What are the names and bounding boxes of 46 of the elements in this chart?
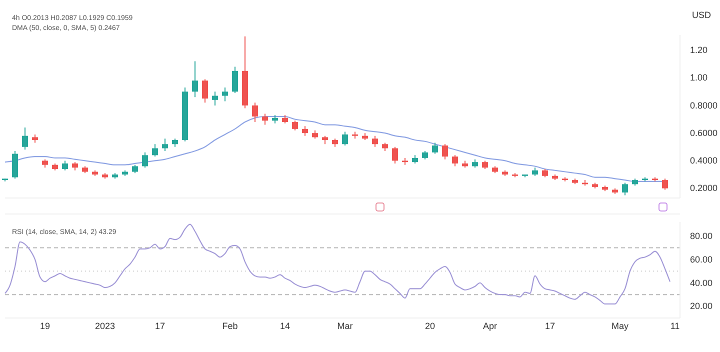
y-tick-label: 1.00 xyxy=(690,72,708,83)
candlestick xyxy=(232,66,238,94)
y-tick-label: 1.20 xyxy=(690,45,708,56)
y-tick-label: 60.00 xyxy=(690,254,713,264)
x-tick-label: 2023 xyxy=(94,321,116,331)
x-tick-label: Mar xyxy=(337,321,353,331)
candlestick xyxy=(432,142,438,154)
y-tick-label: 0.8000 xyxy=(690,100,718,110)
candlestick xyxy=(452,154,458,167)
candlestick xyxy=(162,138,168,152)
candlestick xyxy=(442,144,448,160)
x-tick-label: 17 xyxy=(544,321,556,331)
candlestick xyxy=(392,146,398,164)
candlestick xyxy=(262,113,268,126)
candlestick xyxy=(12,150,18,180)
candlestick xyxy=(222,86,228,102)
y-tick-label: 0.2000 xyxy=(690,183,718,194)
line-series xyxy=(4,224,671,304)
x-tick-label: 20 xyxy=(424,321,436,331)
x-tick-label: 14 xyxy=(280,321,290,331)
y-tick-label: 20.00 xyxy=(690,301,713,312)
candlestick xyxy=(252,102,258,123)
candlestick xyxy=(292,120,298,131)
candlestick xyxy=(22,127,28,150)
candlestick xyxy=(62,160,68,171)
candlestick xyxy=(342,131,348,146)
candlestick xyxy=(212,91,218,106)
x-tick-label: Apr xyxy=(482,321,498,331)
x-tick-label: 19 xyxy=(40,321,50,331)
y-tick-label: 0.6000 xyxy=(690,128,718,138)
x-tick-label: 17 xyxy=(154,321,166,331)
y-tick-label: 80.00 xyxy=(690,230,713,241)
y-tick-label: 0.4000 xyxy=(690,156,718,166)
x-tick-label: May xyxy=(611,321,629,331)
candlestick xyxy=(152,144,158,158)
x-tick-label: 11 xyxy=(670,321,680,331)
candlestick xyxy=(622,182,628,196)
y-axis-title: USD xyxy=(692,10,712,20)
candlestick xyxy=(192,60,198,98)
candlestick xyxy=(302,126,308,136)
y-tick-label: 40.00 xyxy=(690,278,713,288)
candlestick xyxy=(662,178,668,190)
x-tick-label: Feb xyxy=(222,321,238,331)
candlestick xyxy=(202,78,208,104)
candlestick xyxy=(142,152,148,168)
candlestick xyxy=(372,135,378,148)
